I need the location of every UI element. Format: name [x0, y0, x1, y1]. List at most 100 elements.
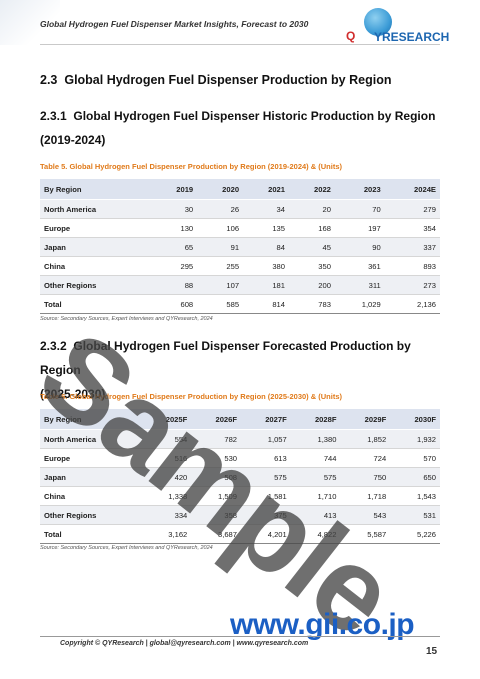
- value-cell: 724: [340, 448, 391, 468]
- value-cell: 354: [384, 218, 440, 238]
- table-row: North America 554 782 1,057 1,380 1,852 1,932: [40, 429, 440, 449]
- region-cell: Total: [40, 294, 152, 314]
- value-cell: 106: [197, 218, 244, 238]
- value-cell: 5,587: [340, 524, 391, 544]
- column-header-year: 2025F: [141, 409, 192, 430]
- section-heading: 2.3 Global Hydrogen Fuel Dispenser Produ…: [40, 73, 391, 87]
- value-cell: 530: [191, 448, 242, 468]
- subsection-heading-historic: 2.3.1 Global Hydrogen Fuel Dispenser His…: [40, 104, 440, 152]
- value-cell: 135: [243, 218, 289, 238]
- table-header-row: By Region 2025F 2026F 2027F 2028F 2029F 2030F: [40, 409, 440, 430]
- region-cell: Japan: [40, 467, 142, 487]
- value-cell: 783: [289, 294, 335, 314]
- column-header-year: 2030F: [390, 409, 440, 430]
- value-cell: 1,029: [334, 294, 385, 314]
- value-cell: 90: [334, 237, 385, 257]
- value-cell: 1,852: [340, 429, 391, 449]
- region-cell: North America: [40, 199, 152, 219]
- value-cell: 337: [384, 237, 440, 257]
- table-row: Japan 420 508 575 575 750 650: [40, 467, 440, 487]
- value-cell: 311: [334, 275, 385, 295]
- value-cell: 575: [241, 467, 291, 487]
- value-cell: 420: [141, 467, 192, 487]
- value-cell: 750: [340, 467, 391, 487]
- value-cell: 20: [289, 199, 335, 219]
- value-cell: 1,718: [340, 486, 391, 506]
- value-cell: 255: [197, 256, 244, 276]
- subsection-period: (2019-2024): [40, 133, 106, 147]
- region-cell: China: [40, 486, 142, 506]
- gii-watermark-link[interactable]: www.gii.co.jp: [230, 608, 415, 641]
- value-cell: 554: [141, 429, 192, 449]
- table-row: Europe 130 106 135 168 197 354: [40, 218, 440, 238]
- value-cell: 70: [334, 199, 385, 219]
- logo-text: YRESEARCH: [374, 30, 450, 44]
- region-cell: Europe: [40, 218, 152, 238]
- column-header-year: 2019: [151, 179, 198, 200]
- region-cell: China: [40, 256, 152, 276]
- column-header-year: 2021: [243, 179, 289, 200]
- value-cell: 88: [151, 275, 198, 295]
- region-cell: North America: [40, 429, 142, 449]
- region-cell: Europe: [40, 448, 142, 468]
- value-cell: 1,509: [191, 486, 242, 506]
- value-cell: 650: [390, 467, 440, 487]
- column-header-year: 2028F: [290, 409, 341, 430]
- region-cell: Total: [40, 524, 142, 544]
- column-header-year: 2027F: [241, 409, 291, 430]
- table-total-row: Total 608 585 814 783 1,029 2,136: [40, 294, 440, 314]
- value-cell: 744: [290, 448, 341, 468]
- subsection-number: 2.3.2: [40, 339, 67, 353]
- value-cell: 814: [243, 294, 289, 314]
- value-cell: 45: [289, 237, 335, 257]
- value-cell: 200: [289, 275, 335, 295]
- table-row: Other Regions 88 107 181 200 311 273: [40, 275, 440, 295]
- table-row: Europe 516 530 613 744 724 570: [40, 448, 440, 468]
- logo-q: Q: [346, 29, 356, 43]
- value-cell: 358: [191, 505, 242, 525]
- subsection-period: (2025-2030): [40, 387, 106, 401]
- column-header-year: 2023: [334, 179, 385, 200]
- value-cell: 65: [151, 237, 198, 257]
- table-total-row: Total 3,162 3,687 4,201 4,822 5,587 5,226: [40, 524, 440, 544]
- production-table-historic: By Region 2019 2020 2021 2022 2023 2024E North…: [40, 179, 440, 314]
- value-cell: 1,543: [390, 486, 440, 506]
- value-cell: 279: [384, 199, 440, 219]
- table-source: Source: Secondary Sources, Expert Interv…: [40, 316, 213, 322]
- header-divider: [40, 44, 440, 45]
- value-cell: 130: [151, 218, 198, 238]
- value-cell: 181: [243, 275, 289, 295]
- value-cell: 608: [151, 294, 198, 314]
- globe-icon: [364, 8, 392, 36]
- value-cell: 531: [390, 505, 440, 525]
- value-cell: 107: [197, 275, 244, 295]
- value-cell: 273: [384, 275, 440, 295]
- region-cell: Other Regions: [40, 505, 142, 525]
- value-cell: 350: [289, 256, 335, 276]
- value-cell: 1,338: [141, 486, 192, 506]
- report-header-title: Global Hydrogen Fuel Dispenser Market In…: [40, 19, 309, 29]
- table-header-row: By Region 2019 2020 2021 2022 2023 2024E: [40, 179, 440, 200]
- value-cell: 782: [191, 429, 242, 449]
- value-cell: 516: [141, 448, 192, 468]
- value-cell: 570: [390, 448, 440, 468]
- column-header-year: 2029F: [340, 409, 391, 430]
- value-cell: 30: [151, 199, 198, 219]
- table-caption: Table 6. Global Hydrogen Fuel Dispenser …: [40, 392, 342, 401]
- value-cell: 4,822: [290, 524, 341, 544]
- footer-copyright: Copyright © QYResearch | global@qyresear…: [60, 640, 309, 647]
- column-header-year: 2020: [197, 179, 244, 200]
- value-cell: 295: [151, 256, 198, 276]
- value-cell: 380: [243, 256, 289, 276]
- subsection-number: 2.3.1: [40, 109, 67, 123]
- production-table-forecast: By Region 2025F 2026F 2027F 2028F 2029F 2030F …: [40, 409, 440, 544]
- column-header-year: 2026F: [191, 409, 242, 430]
- value-cell: 34: [243, 199, 289, 219]
- value-cell: 1,057: [241, 429, 291, 449]
- value-cell: 1,380: [290, 429, 341, 449]
- table-row: China 1,338 1,509 1,581 1,710 1,718 1,543: [40, 486, 440, 506]
- header-decoration: [0, 0, 60, 45]
- table-source: Source: Secondary Sources, Expert Interv…: [40, 545, 213, 551]
- value-cell: 5,226: [390, 524, 440, 544]
